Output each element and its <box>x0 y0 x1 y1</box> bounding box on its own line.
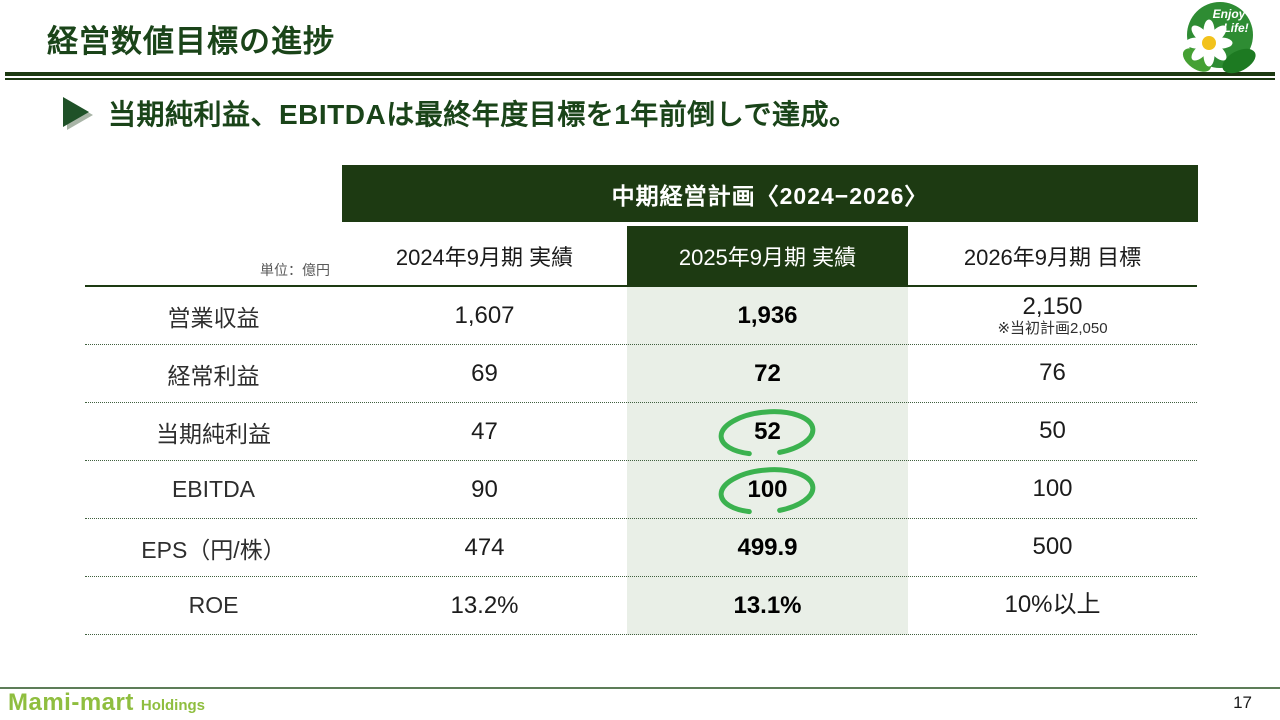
cell-2025-actual: 52 <box>754 417 781 445</box>
row-label: EPS（円/株） <box>141 536 286 563</box>
key-message-text: 当期純利益、EBITDAは最終年度目標を1年前倒しで達成。 <box>108 99 858 130</box>
cell-2024-actual: 90 <box>471 475 498 503</box>
cell-2025-actual: 13.1% <box>733 591 802 619</box>
cell-2025-actual: 1,936 <box>737 301 798 329</box>
cell-2026-target: 500 <box>1032 533 1073 561</box>
footer-divider <box>0 687 1280 689</box>
logo-text-enjoy: Enjoy <box>1213 7 1247 21</box>
row-label: EBITDA <box>171 476 256 502</box>
cell-2024-actual: 13.2% <box>450 591 519 619</box>
table-row-roe: ROE 13.2% 13.1% 10%以上 <box>85 577 1197 635</box>
logo-text-life: Life! <box>1223 21 1248 35</box>
cell-2024-actual: 47 <box>471 417 498 445</box>
cell-2024-actual: 69 <box>471 359 498 387</box>
unit-note: 単位：億円 <box>260 262 330 278</box>
enjoy-life-logo: Enjoy Life! <box>1179 0 1259 78</box>
cell-2026-target: 76 <box>1039 359 1066 387</box>
cell-2025-actual: 100 <box>747 475 788 503</box>
cell-2026-target: 100 <box>1032 475 1073 503</box>
key-message: 当期純利益、EBITDAは最終年度目標を1年前倒しで達成。 <box>58 93 857 133</box>
table-row-eps: EPS（円/株） 474 499.9 500 <box>85 519 1197 577</box>
metrics-table: 営業収益 1,607 1,936 2,150 ※当初計画2,050 経常利益 6… <box>85 287 1197 635</box>
row-label: 経常利益 <box>167 362 260 389</box>
table-row-ordinary-profit: 経常利益 69 72 76 <box>85 345 1197 403</box>
header-divider <box>5 72 1275 80</box>
table-row-ebitda: EBITDA 90 100 100 <box>85 461 1197 519</box>
cell-2026-target: 50 <box>1039 417 1066 445</box>
cell-2026-target: 10%以上 <box>1004 591 1101 619</box>
cell-2024-actual: 474 <box>464 533 505 561</box>
bullet-arrow-icon <box>63 97 93 130</box>
plan-banner: 中期経営計画〈2024−2026〉 <box>342 165 1198 222</box>
target-note: ※当初計画2,050 <box>997 319 1108 337</box>
table-row-net-income: 当期純利益 47 52 50 <box>85 403 1197 461</box>
enjoy-life-logo-icon: Enjoy Life! <box>1182 2 1256 74</box>
page-number: 17 <box>1233 693 1252 712</box>
cell-2024-actual: 1,607 <box>454 301 515 329</box>
row-label: 営業収益 <box>167 304 260 331</box>
table-row-operating-revenue: 営業収益 1,607 1,936 2,150 ※当初計画2,050 <box>85 287 1197 345</box>
cell-2025-actual: 72 <box>754 359 781 387</box>
column-header-2026: 2026年9月期 目標 <box>963 244 1142 270</box>
column-header-2024: 2024年9月期 実績 <box>395 244 574 270</box>
cell-2025-actual: 499.9 <box>737 533 798 561</box>
company-wordmark: Mami-mart Holdings <box>8 689 205 717</box>
highlight-column-background <box>627 287 908 635</box>
brand-suffix: Holdings <box>140 697 206 714</box>
target-value: 2,150 <box>1022 292 1083 320</box>
row-label: 当期純利益 <box>156 420 271 447</box>
cell-2026-target: 2,150 ※当初計画2,050 <box>908 287 1197 344</box>
table-header-rule <box>85 285 1197 287</box>
column-header-2025-highlighted: 2025年9月期 実績 <box>627 226 908 285</box>
row-label: ROE <box>188 592 239 618</box>
brand-name: Mami-mart <box>8 689 134 716</box>
page-title: 経営数値目標の進捗 <box>47 24 335 59</box>
